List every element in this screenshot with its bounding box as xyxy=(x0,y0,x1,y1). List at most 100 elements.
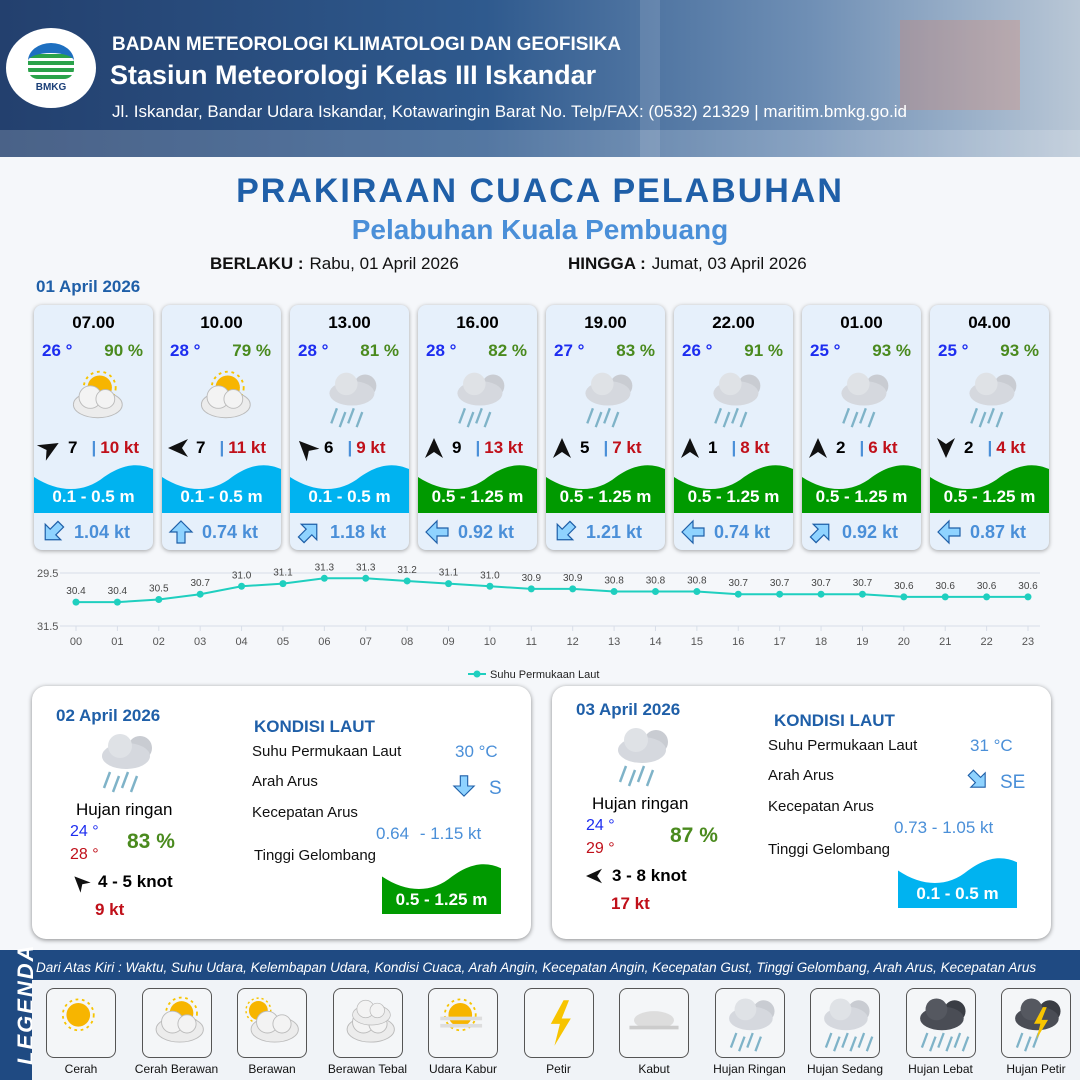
series-line xyxy=(76,577,1028,604)
x-tick-label: 10 xyxy=(484,636,496,648)
weather-condition: Hujan ringan xyxy=(76,800,173,819)
udara-kabur-icon xyxy=(440,998,483,1032)
day-date: 03 April 2026 xyxy=(576,700,681,719)
x-tick-label: 16 xyxy=(732,636,744,648)
wave-height: 0.1 - 0.5 m xyxy=(308,487,391,506)
forecast-time: 22.00 xyxy=(712,313,755,332)
wind-direction-icon xyxy=(72,874,91,893)
legend-label: Cerah Berawan xyxy=(134,1062,219,1076)
current-direction-icon xyxy=(452,774,476,798)
data-label: 30.7 xyxy=(853,578,873,589)
gust-speed: 7 kt xyxy=(612,438,642,457)
data-label: 30.9 xyxy=(522,573,542,584)
legend-item: Cerah Berawan xyxy=(135,988,218,1076)
x-tick-label: 05 xyxy=(277,636,289,648)
current-direction-icon xyxy=(296,519,322,545)
petir-icon xyxy=(550,1000,571,1046)
x-tick-label: 01 xyxy=(111,636,123,648)
current-speed: 0.92 kt xyxy=(842,521,899,542)
humidity: 83 % xyxy=(616,341,655,360)
current-direction: S xyxy=(489,778,502,799)
legend-item: Berawan Tebal xyxy=(328,988,407,1076)
data-label: 30.7 xyxy=(770,578,790,589)
berawan-icon xyxy=(245,997,299,1043)
data-label: 30.6 xyxy=(935,581,955,592)
data-label: 30.8 xyxy=(646,576,666,587)
hujan-sedang-icon xyxy=(824,998,874,1052)
wind-direction-icon xyxy=(36,438,60,461)
data-point xyxy=(155,596,163,603)
cerah-berawan-icon xyxy=(72,370,123,419)
current-info: 1.18 kt xyxy=(296,519,386,545)
legend-label: Hujan Ringan xyxy=(713,1062,786,1076)
air-temp: 27 ° xyxy=(554,341,585,360)
current-speed: 1.04 kt xyxy=(74,521,131,542)
current-info: 0.87 kt xyxy=(936,519,1026,545)
port-name: Pelabuhan Kuala Pembuang xyxy=(351,214,729,245)
legend-item: Cerah xyxy=(46,988,116,1076)
legend-marker xyxy=(473,670,481,678)
current-direction-label: Arah Arus xyxy=(252,773,318,790)
legend-item: Hujan Petir xyxy=(1001,988,1071,1076)
legend-item: Petir xyxy=(523,988,594,1076)
forecast-card: 22.00 26 ° 91 % 1 | 8 kt 0.5 - 1.25 m 0.74… xyxy=(674,305,793,550)
wave-height: 0.5 - 1.25 m xyxy=(687,487,780,506)
legend: LEGENDA Dari Atas Kiri : Waktu, Suhu Uda… xyxy=(0,943,1080,1080)
sst-chart: 29.5 31.5 00 30.4 01 30.4 02 30.5 03 30.7 04 31.0 05… xyxy=(37,562,1040,681)
humidity: 93 % xyxy=(872,341,911,360)
data-point xyxy=(320,574,328,582)
data-label: 30.7 xyxy=(811,578,831,589)
forecast-card: 07.00 26 ° 90 % 7 | 10 kt 0.1 - 0.5 m 1.04… xyxy=(34,305,153,550)
current-speed: 0.74 kt xyxy=(202,521,259,542)
wind-speed: 2 xyxy=(964,438,974,457)
forecast-time: 07.00 xyxy=(72,313,115,332)
legend-label: Berawan Tebal xyxy=(327,1062,408,1076)
x-tick-label: 19 xyxy=(856,636,868,648)
legend-label: Hujan Lebat xyxy=(908,1062,973,1076)
hujan-ringan-icon xyxy=(713,372,761,428)
x-tick-label: 00 xyxy=(70,636,82,648)
sea-condition-title: KONDISI LAUT xyxy=(254,717,375,736)
wind-info: 7 | 10 kt xyxy=(36,438,149,461)
data-point xyxy=(279,580,287,588)
data-label: 31.2 xyxy=(397,565,417,576)
wind-speed: 7 xyxy=(68,438,78,457)
data-label: 30.6 xyxy=(1018,581,1038,592)
legend-label: Berawan xyxy=(248,1062,296,1076)
temp-max: 29 ° xyxy=(586,840,615,857)
legend-description: Dari Atas Kiri : Waktu, Suhu Udara, Kele… xyxy=(36,960,1037,975)
data-point xyxy=(610,588,618,596)
forecast-time: 16.00 xyxy=(456,313,499,332)
data-label: 30.6 xyxy=(977,581,997,592)
x-tick-label: 07 xyxy=(360,636,372,648)
legend-label: Kabut xyxy=(638,1062,670,1076)
legend-item: Berawan xyxy=(237,988,307,1076)
page-title: PRAKIRAAN CUACA PELABUHAN xyxy=(236,172,844,210)
hujan-ringan-icon xyxy=(841,372,889,428)
wind-speed: 6 xyxy=(324,438,334,457)
current-direction-icon xyxy=(552,519,578,545)
wind-speed: 2 xyxy=(836,438,846,457)
forecast-time: 19.00 xyxy=(584,313,627,332)
data-point xyxy=(445,580,453,588)
forecast-time: 13.00 xyxy=(328,313,371,332)
hujan-ringan-icon xyxy=(102,734,152,793)
sst-value: 31 °C xyxy=(970,736,1013,755)
wave-shape xyxy=(898,858,1017,908)
x-tick-label: 06 xyxy=(318,636,330,648)
day-date: 02 April 2026 xyxy=(56,706,161,725)
data-point xyxy=(569,585,577,593)
legend-label: Cerah xyxy=(64,1062,98,1076)
wave-shape xyxy=(930,465,1049,513)
header-banner: BMKG BADAN METEOROLOGI KLIMATOLOGI DAN G… xyxy=(0,0,1080,157)
wind-speed: 5 xyxy=(580,438,590,457)
forecast-time: 04.00 xyxy=(968,313,1011,332)
current-direction-icon xyxy=(966,768,990,792)
x-tick-label: 15 xyxy=(691,636,703,648)
forecast-card: 04.00 25 ° 93 % 2 | 4 kt 0.5 - 1.25 m 0.87… xyxy=(930,305,1049,550)
current-speed: 0.74 kt xyxy=(714,521,771,542)
temp-min: 24 ° xyxy=(586,817,615,834)
current-speed: 0.64 - 1.15 kt xyxy=(376,824,482,843)
humidity: 81 % xyxy=(360,341,399,360)
x-tick-label: 02 xyxy=(153,636,165,648)
